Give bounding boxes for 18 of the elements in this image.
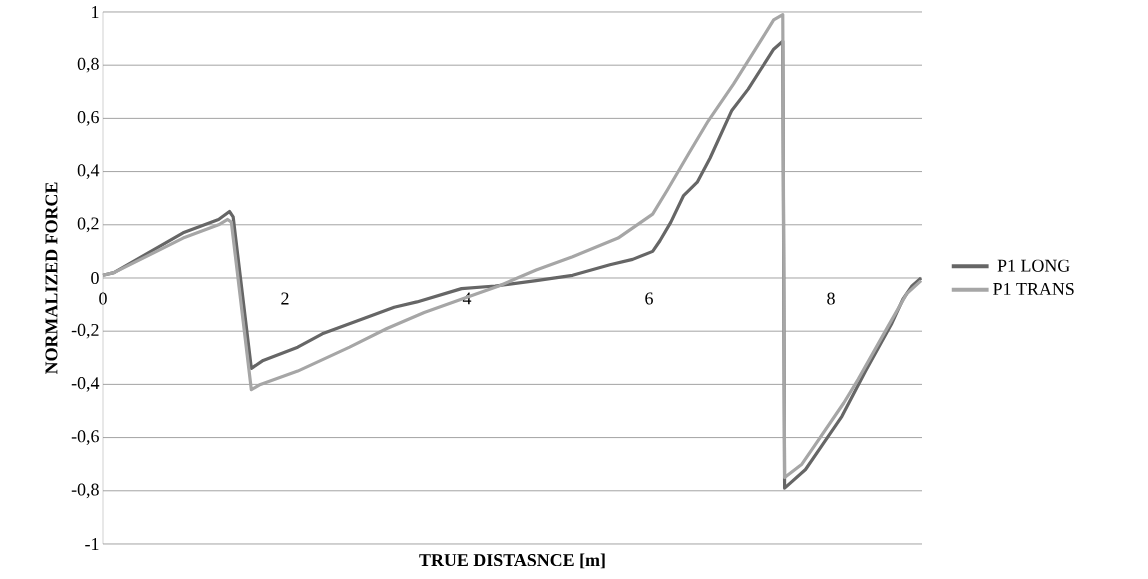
y-tick-label: 0,2 xyxy=(77,217,99,233)
y-tick-label: 0,4 xyxy=(77,164,100,179)
x-tick-label: 6 xyxy=(645,292,653,305)
y-tick-label: 0,8 xyxy=(77,57,99,73)
legend-label: P1 LONG xyxy=(997,259,1070,272)
x-tick-label: 2 xyxy=(281,292,289,305)
y-tick-label: -0,6 xyxy=(71,430,99,445)
y-tick-label: 0,6 xyxy=(77,111,99,126)
y-tick-label: 1 xyxy=(92,6,99,18)
y-tick-label: -0,2 xyxy=(71,323,99,339)
x-tick-label: 8 xyxy=(827,292,835,305)
y-axis-title: NORMALIZED FORCE xyxy=(45,182,58,375)
y-tick-label: 0 xyxy=(91,271,99,285)
x-axis-title: TRUE DISTASNCE [m] xyxy=(419,553,605,569)
legend-label: P1 TRANS xyxy=(993,282,1074,296)
y-tick-label: -1 xyxy=(85,538,99,550)
y-tick-label: -0,4 xyxy=(71,377,100,392)
y-tick-label: -0,8 xyxy=(71,483,99,499)
